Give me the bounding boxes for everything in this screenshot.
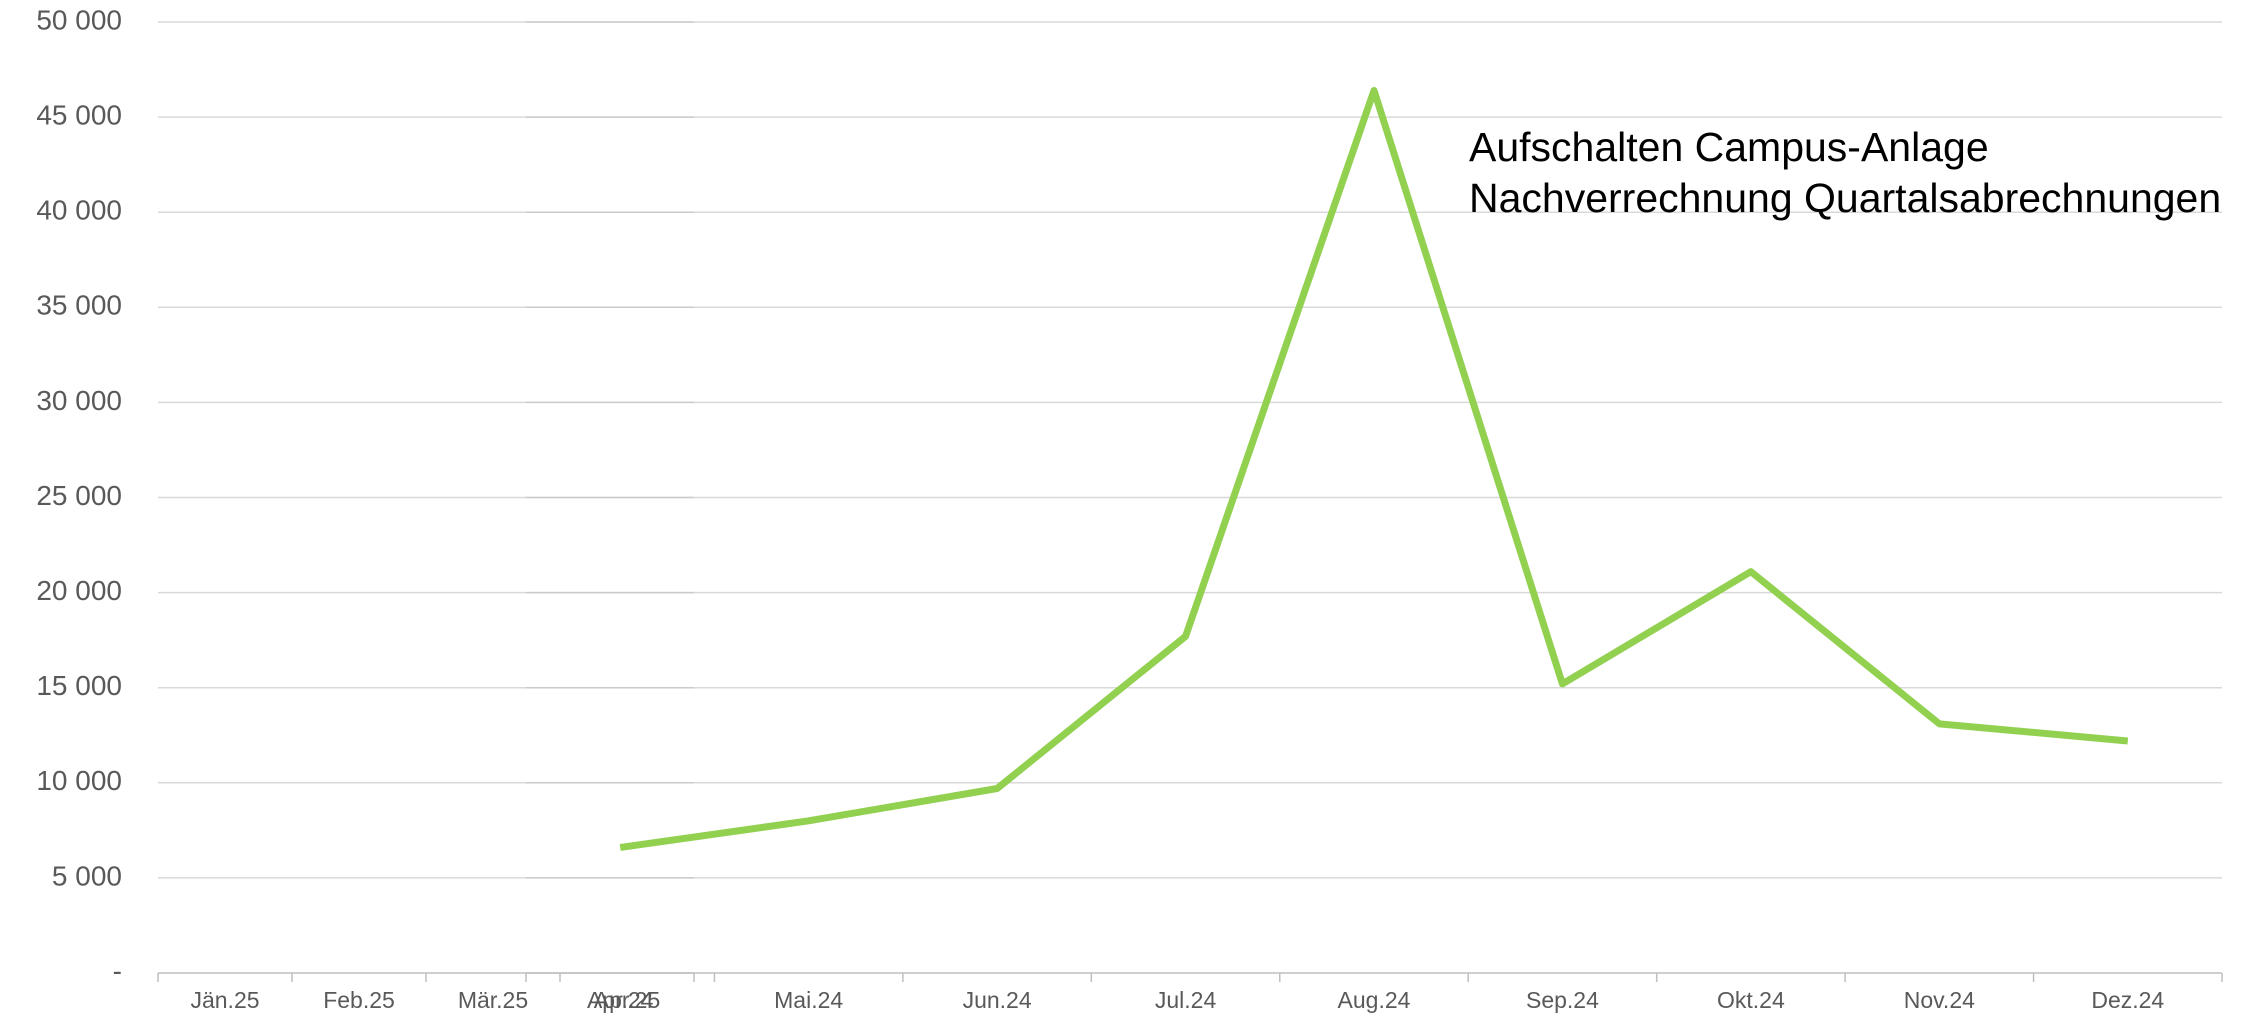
annotation: Nachverrechnung Quartalsabrechnungen <box>1469 175 2221 221</box>
x-tick-label: Feb.25 <box>323 987 395 1013</box>
x-tick-label: Apr.24 <box>587 987 654 1013</box>
x-tick-label: Nov.24 <box>1904 987 1975 1013</box>
x-tick-label: Apr.25 <box>594 987 661 1013</box>
annotation: Aufschalten Campus-Anlage <box>1469 124 1989 170</box>
x-tick-label: Mai.24 <box>774 987 843 1013</box>
x-tick-label: Sep.24 <box>1526 987 1599 1013</box>
x-tick-label: Okt.24 <box>1717 987 1785 1013</box>
y-tick-label: 40 000 <box>36 195 122 226</box>
x-tick-label: Jun.24 <box>963 987 1032 1013</box>
y-tick-label: - <box>113 955 122 986</box>
y-tick-label: 10 000 <box>36 765 122 796</box>
x-tick-label: Jän.25 <box>190 987 259 1013</box>
y-tick-label: 50 000 <box>36 4 122 35</box>
data-line <box>619 86 2129 851</box>
y-tick-label: 15 000 <box>36 670 122 701</box>
y-tick-label: 5 000 <box>52 860 122 891</box>
y-tick-label: 45 000 <box>36 99 122 130</box>
y-tick-label: 20 000 <box>36 575 122 606</box>
y-tick-label: 30 000 <box>36 385 122 416</box>
y-tick-label: 25 000 <box>36 480 122 511</box>
y-tick-label: 35 000 <box>36 290 122 321</box>
x-tick-label: Dez.24 <box>2091 987 2164 1013</box>
x-tick-label: Aug.24 <box>1338 987 1411 1013</box>
x-tick-label: Jul.24 <box>1155 987 1217 1013</box>
x-tick-label: Mär.25 <box>458 987 528 1013</box>
